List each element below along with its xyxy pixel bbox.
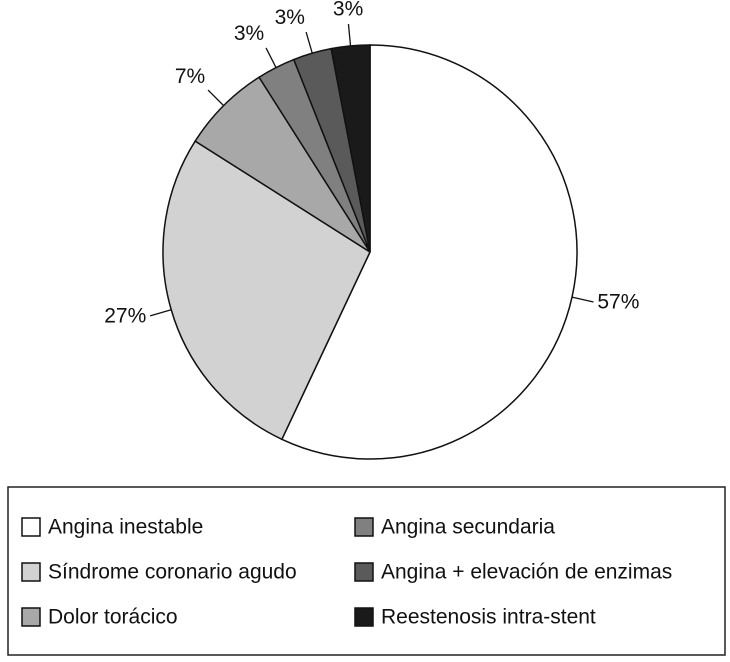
legend-label: Reestenosis intra-stent xyxy=(381,606,596,629)
legend-swatch xyxy=(354,562,374,582)
value-label: 3% xyxy=(275,6,305,29)
value-label: 27% xyxy=(104,305,146,328)
legend-label: Angina inestable xyxy=(48,516,203,539)
legend-swatch xyxy=(354,517,374,537)
legend-swatch xyxy=(21,607,41,627)
legend-label: Síndrome coronario agudo xyxy=(48,561,297,584)
legend-swatch xyxy=(21,517,41,537)
legend-swatch xyxy=(354,607,374,627)
leader-line xyxy=(571,296,594,303)
value-label: 7% xyxy=(175,65,205,88)
legend-box xyxy=(7,486,726,656)
legend-label: Angina + elevación de enzimas xyxy=(381,561,672,584)
leader-line xyxy=(149,309,172,317)
value-label: 3% xyxy=(333,0,363,21)
value-label: 57% xyxy=(597,290,639,313)
legend-swatch xyxy=(21,562,41,582)
value-label: 3% xyxy=(234,22,264,45)
leader-line xyxy=(265,47,277,68)
leader-line xyxy=(347,23,352,46)
legend-label: Dolor torácico xyxy=(48,606,178,629)
legend-label: Angina secundaria xyxy=(381,516,555,539)
leader-line xyxy=(305,31,313,54)
leader-line xyxy=(207,89,225,107)
pie-slice xyxy=(162,140,371,441)
